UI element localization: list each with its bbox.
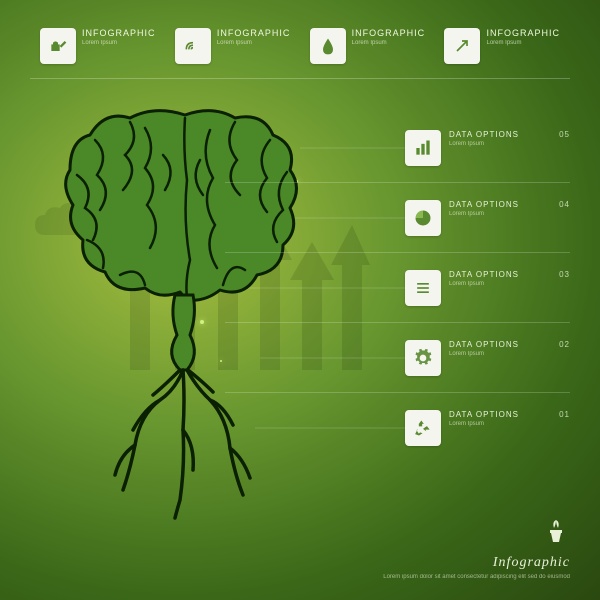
droplet-icon xyxy=(310,28,346,64)
footer: Infographic Lorem ipsum dolor sit amet c… xyxy=(383,516,570,582)
top-sub-1: Lorem Ipsum xyxy=(82,40,156,46)
side-num-3: 03 xyxy=(559,270,570,279)
bar-chart-icon xyxy=(405,130,441,166)
side-num-4: 04 xyxy=(559,200,570,209)
top-item-3: Infographic Lorem Ipsum xyxy=(310,28,426,64)
top-sub-3: Lorem Ipsum xyxy=(352,40,426,46)
side-title-1: data options xyxy=(449,410,519,419)
gear-icon xyxy=(405,340,441,376)
side-sub-2: Lorem Ipsum xyxy=(449,351,570,359)
side-item-1: data options 01 Lorem Ipsum xyxy=(405,410,570,446)
top-item-2: Infographic Lorem Ipsum xyxy=(175,28,291,64)
top-title-4: Infographic xyxy=(486,28,560,38)
side-title-4: data options xyxy=(449,200,519,209)
pie-chart-icon xyxy=(405,200,441,236)
side-num-1: 01 xyxy=(559,410,570,419)
footer-sub: Lorem ipsum dolor sit amet consectetur a… xyxy=(383,574,570,582)
top-title-2: Infographic xyxy=(217,28,291,38)
side-title-3: data options xyxy=(449,270,519,279)
top-item-4: Infographic Lorem Ipsum xyxy=(444,28,560,64)
arrow-diag-icon xyxy=(444,28,480,64)
watering-can-icon xyxy=(40,28,76,64)
side-title-2: data options xyxy=(449,340,519,349)
plant-pot-icon xyxy=(542,516,570,549)
footer-title: Infographic xyxy=(383,555,570,571)
top-sub-4: Lorem Ipsum xyxy=(486,40,560,46)
side-sub-4: Lorem Ipsum xyxy=(449,211,570,219)
side-item-3: data options 03 Lorem Ipsum xyxy=(405,270,570,306)
top-title-3: Infographic xyxy=(352,28,426,38)
recycle-icon xyxy=(405,410,441,446)
top-item-1: Infographic Lorem Ipsum xyxy=(40,28,156,64)
side-title-5: data options xyxy=(449,130,519,139)
top-sub-2: Lorem Ipsum xyxy=(217,40,291,46)
list-icon xyxy=(405,270,441,306)
side-sub-1: Lorem Ipsum xyxy=(449,421,570,429)
brain-illustration xyxy=(45,100,325,520)
top-divider xyxy=(30,78,570,79)
side-num-5: 05 xyxy=(559,130,570,139)
side-sub-5: Lorem Ipsum xyxy=(449,141,570,149)
top-info-row: Infographic Lorem Ipsum Infographic Lore… xyxy=(40,28,560,64)
side-num-2: 02 xyxy=(559,340,570,349)
side-sub-3: Lorem Ipsum xyxy=(449,281,570,289)
data-options-column: data options 05 Lorem Ipsum data options 0… xyxy=(405,130,570,480)
top-title-1: Infographic xyxy=(82,28,156,38)
wifi-icon xyxy=(175,28,211,64)
side-item-4: data options 04 Lorem Ipsum xyxy=(405,200,570,236)
side-item-2: data options 02 Lorem Ipsum xyxy=(405,340,570,376)
side-item-5: data options 05 Lorem Ipsum xyxy=(405,130,570,166)
